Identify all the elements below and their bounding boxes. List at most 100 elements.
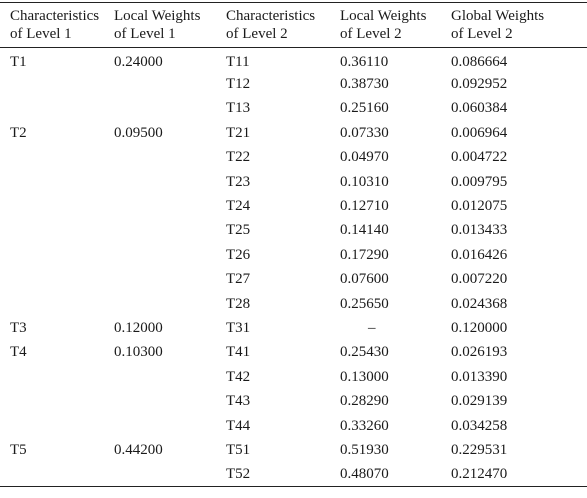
cell-local-weight-level-1 [114, 413, 226, 437]
cell-global-weight-level-2: 0.013390 [451, 368, 508, 385]
cell-char-level-1 [0, 243, 114, 267]
cell-char-level-2: T51 [226, 441, 251, 458]
header-characteristics-level-2: Characteristics of Level 2 [226, 8, 316, 42]
cell-local-weight-level-1 [114, 365, 226, 389]
cell-local-weight-level-2: 0.33260 [340, 417, 389, 434]
cell-local-weight-level-1: 0.44200 [114, 441, 163, 458]
cell-local-weight-level-1 [114, 267, 226, 291]
cell-char-level-1: T3 [10, 319, 27, 336]
cell-global-weight-level-2: 0.029139 [451, 393, 508, 410]
cell-local-weight-level-1: 0.09500 [114, 124, 163, 141]
cell-local-weight-level-1: 0.10300 [114, 344, 163, 361]
cell-local-weight-level-1 [114, 145, 226, 169]
cell-global-weight-level-2: 0.229531 [451, 441, 508, 458]
cell-char-level-2: T12 [226, 76, 251, 93]
table-row: T4 0.10300 T41 0.25430 0.026193 [0, 340, 587, 364]
cell-global-weight-level-2: 0.016426 [451, 246, 508, 263]
table-row: T22 0.04970 0.004722 [0, 145, 587, 169]
cell-global-weight-level-2: 0.086664 [451, 53, 508, 70]
header-local-weights-level-2: Local Weights of Level 2 [340, 8, 427, 42]
cell-global-weight-level-2: 0.012075 [451, 198, 508, 215]
cell-local-weight-level-2: 0.38730 [340, 76, 389, 93]
cell-char-level-1 [0, 462, 114, 486]
header-row: Characteristics of Level 1 Local Weights… [0, 2, 587, 48]
cell-local-weight-level-1 [114, 218, 226, 242]
cell-local-weight-level-1: 0.24000 [114, 53, 163, 70]
cell-char-level-2: T21 [226, 124, 251, 141]
cell-char-level-2: T27 [226, 271, 251, 288]
cell-char-level-1 [0, 96, 114, 120]
cell-local-weight-level-2: 0.07600 [340, 271, 389, 288]
table-row: T42 0.13000 0.013390 [0, 365, 587, 389]
cell-local-weight-level-2: 0.51930 [340, 441, 389, 458]
cell-local-weight-level-2: 0.07330 [340, 124, 389, 141]
cell-char-level-2: T41 [226, 344, 251, 361]
cell-local-weight-level-2: 0.10310 [340, 173, 389, 190]
cell-global-weight-level-2: 0.004722 [451, 149, 508, 166]
cell-global-weight-level-2: 0.026193 [451, 344, 508, 361]
header-characteristics-level-1: Characteristics of Level 1 [10, 8, 100, 42]
table-row: T24 0.12710 0.012075 [0, 194, 587, 218]
table-row: T13 0.25160 0.060384 [0, 96, 587, 120]
table-row: T5 0.44200 T51 0.51930 0.229531 [0, 438, 587, 462]
table-header: Characteristics of Level 1 Local Weights… [0, 2, 587, 48]
cell-char-level-1 [0, 194, 114, 218]
table-body: T1 0.24000 T11 0.36110 0.086664 T12 0.38730 0.0… [0, 48, 587, 487]
cell-local-weight-level-2: 0.25430 [340, 344, 389, 361]
cell-global-weight-level-2: 0.212470 [451, 466, 508, 483]
cell-char-level-1 [0, 218, 114, 242]
table-row: T43 0.28290 0.029139 [0, 389, 587, 413]
cell-local-weight-level-2: 0.17290 [340, 246, 389, 263]
cell-local-weight-level-2: 0.36110 [340, 53, 389, 70]
table-row: T12 0.38730 0.092952 [0, 72, 587, 96]
cell-char-level-1: T4 [10, 344, 27, 361]
cell-char-level-1 [0, 389, 114, 413]
table-row: T1 0.24000 T11 0.36110 0.086664 [0, 48, 587, 72]
cell-char-level-1 [0, 291, 114, 315]
cell-char-level-2: T13 [226, 100, 251, 117]
cell-char-level-2: T28 [226, 295, 251, 312]
cell-char-level-2: T43 [226, 393, 251, 410]
cell-char-level-2: T22 [226, 149, 251, 166]
cell-char-level-1 [0, 365, 114, 389]
cell-char-level-1: T2 [10, 124, 27, 141]
cell-local-weight-level-2: 0.14140 [340, 222, 389, 239]
weights-table: Characteristics of Level 1 Local Weights… [0, 2, 587, 487]
cell-local-weight-level-1 [114, 291, 226, 315]
cell-char-level-2: T42 [226, 368, 251, 385]
cell-global-weight-level-2: 0.006964 [451, 124, 508, 141]
table-row: T2 0.09500 T21 0.07330 0.006964 [0, 121, 587, 145]
table-row: T27 0.07600 0.007220 [0, 267, 587, 291]
cell-global-weight-level-2: 0.007220 [451, 271, 508, 288]
cell-local-weight-level-1: 0.12000 [114, 319, 163, 336]
cell-global-weight-level-2: 0.092952 [451, 76, 508, 93]
cell-local-weight-level-1 [114, 169, 226, 193]
cell-local-weight-level-1 [114, 243, 226, 267]
header-local-weights-level-1: Local Weights of Level 1 [114, 8, 201, 42]
table-row: T3 0.12000 T31 – 0.120000 [0, 316, 587, 340]
cell-char-level-2: T11 [226, 53, 250, 70]
table-row: T44 0.33260 0.034258 [0, 413, 587, 437]
cell-char-level-1: T5 [10, 441, 27, 458]
cell-local-weight-level-2: – [368, 319, 376, 336]
cell-global-weight-level-2: 0.060384 [451, 100, 508, 117]
cell-global-weight-level-2: 0.034258 [451, 417, 508, 434]
cell-global-weight-level-2: 0.013433 [451, 222, 508, 239]
cell-char-level-1 [0, 413, 114, 437]
header-global-weights-level-2: Global Weights of Level 2 [451, 8, 545, 42]
cell-char-level-2: T24 [226, 198, 251, 215]
table-row: T26 0.17290 0.016426 [0, 243, 587, 267]
cell-char-level-2: T25 [226, 222, 251, 239]
cell-char-level-2: T52 [226, 466, 251, 483]
cell-char-level-1 [0, 145, 114, 169]
cell-local-weight-level-1 [114, 462, 226, 486]
cell-local-weight-level-1 [114, 72, 226, 96]
cell-char-level-2: T23 [226, 173, 251, 190]
cell-global-weight-level-2: 0.009795 [451, 173, 508, 190]
cell-char-level-1 [0, 169, 114, 193]
cell-global-weight-level-2: 0.120000 [451, 319, 508, 336]
cell-global-weight-level-2: 0.024368 [451, 295, 508, 312]
cell-char-level-1 [0, 72, 114, 96]
cell-local-weight-level-1 [114, 194, 226, 218]
